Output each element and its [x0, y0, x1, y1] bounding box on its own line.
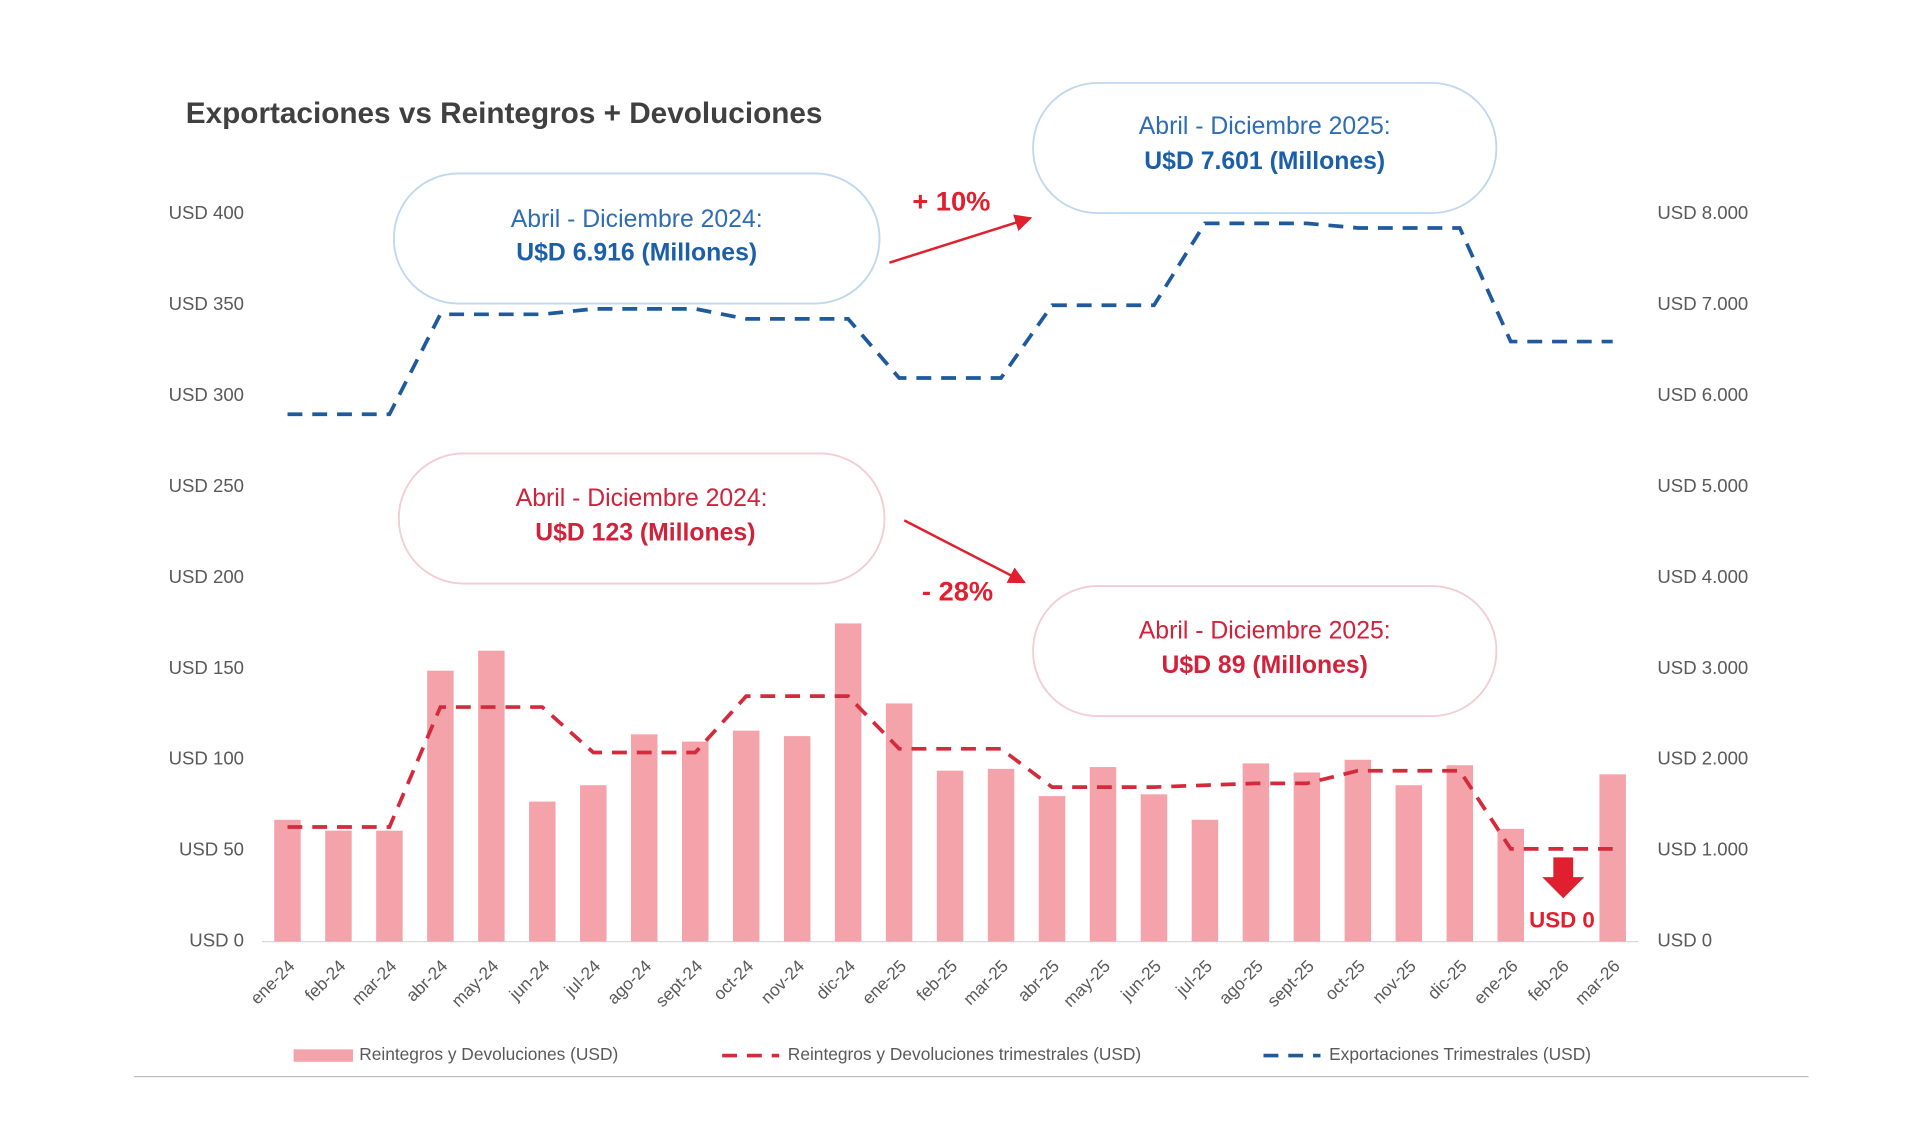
change-arrow — [889, 214, 1033, 264]
x-tick-label: feb-24 — [301, 956, 350, 1005]
x-tick-label: jun-25 — [1116, 956, 1165, 1005]
x-tick-label: may-25 — [1059, 956, 1114, 1011]
x-tick-label: oct-24 — [709, 956, 757, 1004]
plot: USD 0 USD 50 USD 100 USD 150 USD 200 USD 250 U… — [169, 202, 1749, 1064]
x-tick-label: nov-24 — [757, 956, 809, 1008]
change-label: + 10% — [912, 185, 990, 216]
annotation-label: Abril - Diciembre 2024: — [511, 206, 763, 233]
x-tick-label: ago-24 — [603, 956, 656, 1009]
change-arrow — [903, 519, 1026, 584]
bar — [1089, 767, 1117, 942]
legend-swatch — [293, 1049, 354, 1062]
bar — [376, 830, 403, 942]
bar — [1395, 785, 1423, 942]
y2-tick-label: USD 8.000 — [1657, 202, 1748, 223]
x-tick-label: jul-24 — [559, 956, 604, 1001]
x-tick-label: mar-25 — [959, 956, 1012, 1009]
x-tick-label: jun-24 — [504, 956, 553, 1005]
down-arrow — [1542, 857, 1585, 899]
legend-label: Exportaciones Trimestrales (USD) — [1329, 1044, 1591, 1064]
annotation-label: Abril - Diciembre 2025: — [1139, 113, 1391, 140]
y-tick-label: USD 200 — [169, 566, 244, 587]
y2-tick-label: USD 5.000 — [1657, 475, 1748, 496]
x-tick-label: mar-24 — [347, 956, 400, 1009]
x-tick-label: ene-25 — [858, 956, 910, 1008]
bar — [274, 819, 301, 942]
bar — [529, 801, 556, 942]
annotation-box — [1032, 585, 1498, 718]
x-tick-label: ene-24 — [246, 956, 299, 1009]
x-tick-label: ene-26 — [1469, 956, 1521, 1008]
annotation-value: U$D 7.601 (Millones) — [1144, 148, 1385, 175]
annotation-value: U$D 89 (Millones) — [1162, 652, 1368, 679]
bar — [1140, 794, 1168, 942]
bar — [478, 650, 505, 942]
y-tick-label: USD 300 — [169, 384, 244, 405]
zero-note: USD 0 — [1529, 908, 1595, 933]
annotation-label: Abril - Diciembre 2025: — [1139, 617, 1391, 644]
y2-tick-label: USD 4.000 — [1657, 566, 1748, 587]
y-tick-label: USD 100 — [169, 748, 244, 769]
annotation-box — [392, 172, 881, 305]
y2-tick-label: USD 3.000 — [1657, 657, 1748, 678]
y-tick-label: USD 150 — [169, 657, 244, 678]
y-tick-label: USD 350 — [169, 293, 244, 314]
x-tick-label: oct-25 — [1321, 956, 1369, 1004]
y-tick-label: USD 50 — [179, 839, 244, 860]
y2-tick-label: USD 2.000 — [1657, 748, 1748, 769]
x-tick-label: dic-24 — [812, 956, 860, 1004]
y-tick-label: USD 250 — [169, 475, 244, 496]
bar — [885, 703, 913, 942]
x-tick-label: may-24 — [447, 956, 502, 1011]
bar — [783, 736, 811, 942]
y2-tick-label: USD 1.000 — [1657, 839, 1748, 860]
bar — [1293, 772, 1321, 942]
bar — [1344, 759, 1372, 942]
y-tick-label: USD 0 — [189, 929, 244, 950]
bar — [732, 730, 760, 942]
y2-tick-label: USD 7.000 — [1657, 293, 1748, 314]
annotation-value: U$D 6.916 (Millones) — [516, 240, 757, 267]
x-tick-label: abr-24 — [402, 956, 452, 1006]
annotation-value: U$D 123 (Millones) — [535, 520, 755, 547]
annotation-box — [397, 452, 886, 585]
x-tick-label: dic-25 — [1423, 956, 1471, 1004]
x-tick-label: jul-25 — [1171, 956, 1216, 1001]
line — [287, 221, 1613, 417]
bar — [580, 785, 607, 942]
bar — [681, 741, 709, 942]
bar — [1599, 774, 1626, 942]
bar — [631, 734, 658, 942]
bar — [1191, 819, 1219, 942]
line — [287, 694, 1613, 851]
x-tick-label: abr-25 — [1013, 956, 1063, 1006]
x-tick-label: nov-25 — [1368, 956, 1420, 1008]
change-label: - 28% — [922, 576, 993, 607]
legend-label: Reintegros y Devoluciones trimestrales (… — [788, 1044, 1141, 1064]
x-tick-label: sept-24 — [651, 956, 706, 1011]
y2-tick-label: USD 0 — [1657, 929, 1712, 950]
x-tick-label: sept-25 — [1263, 956, 1318, 1011]
bar — [834, 623, 862, 942]
annotation-label: Abril - Diciembre 2024: — [516, 485, 768, 512]
legend-label: Reintegros y Devoluciones (USD) — [359, 1044, 618, 1064]
chart-title: Exportaciones vs Reintegros + Devolucion… — [186, 97, 823, 130]
bar — [1242, 763, 1270, 942]
bar — [936, 770, 964, 942]
bar — [1038, 796, 1066, 942]
bar — [1446, 765, 1474, 942]
annotation-box — [1032, 82, 1498, 215]
x-tick-label: ago-25 — [1215, 956, 1267, 1008]
x-tick-label: mar-26 — [1571, 956, 1624, 1009]
bar — [987, 768, 1015, 942]
x-tick-label: feb-25 — [912, 956, 961, 1005]
y-tick-label: USD 400 — [169, 202, 244, 223]
x-tick-label: feb-26 — [1524, 956, 1573, 1005]
bar — [427, 670, 454, 942]
bar — [325, 830, 352, 942]
y2-tick-label: USD 6.000 — [1657, 384, 1748, 405]
